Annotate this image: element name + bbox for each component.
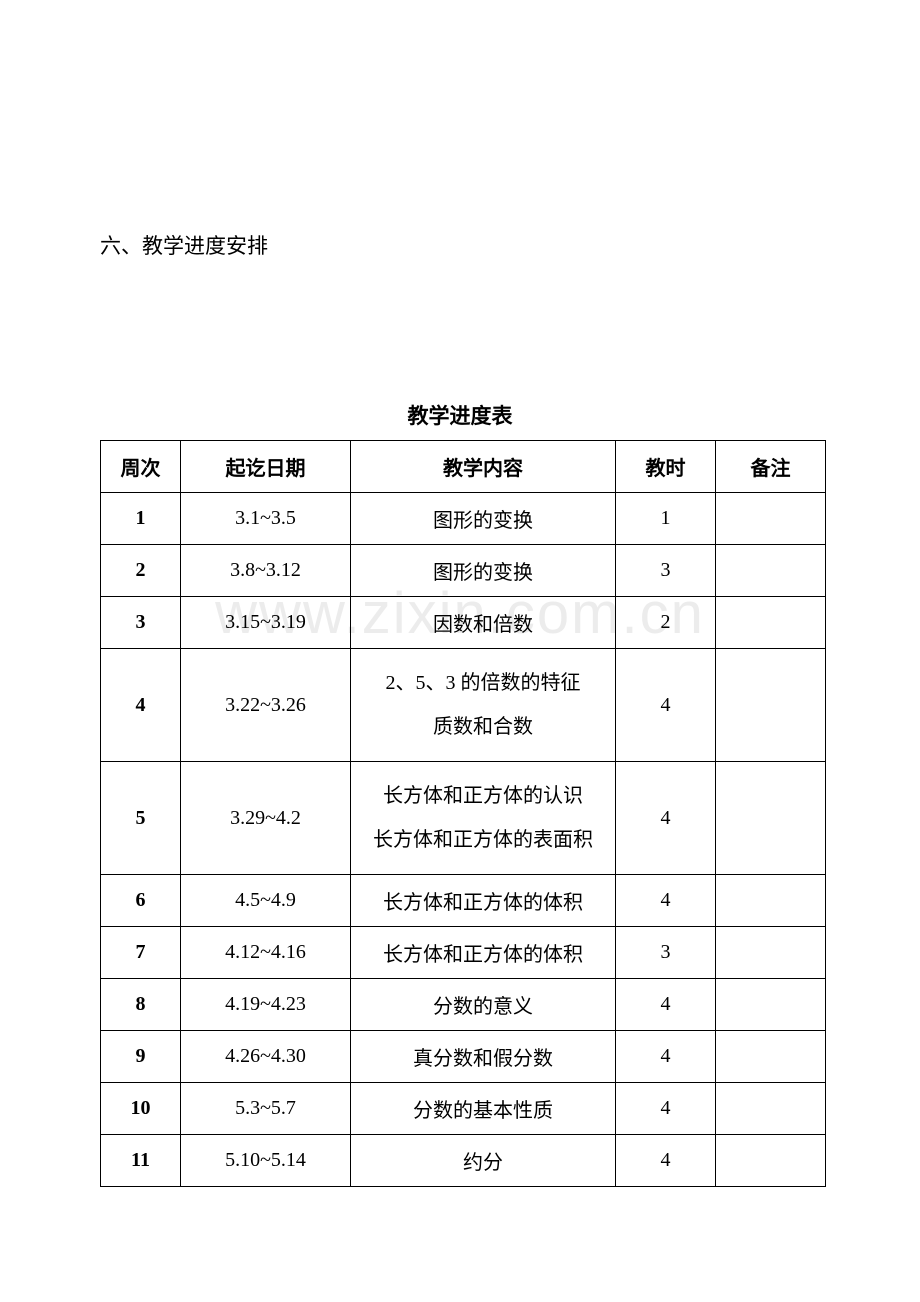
header-hours: 教时	[616, 441, 716, 493]
cell-date: 5.3~5.7	[181, 1083, 351, 1135]
cell-notes	[716, 1135, 826, 1187]
cell-date: 4.19~4.23	[181, 979, 351, 1031]
cell-content: 图形的变换	[351, 493, 616, 545]
cell-hours: 4	[616, 649, 716, 762]
cell-date: 3.29~4.2	[181, 762, 351, 875]
cell-date: 3.22~3.26	[181, 649, 351, 762]
section-heading: 六、教学进度安排	[100, 230, 820, 260]
table-row: 1 3.1~3.5 图形的变换 1	[101, 493, 826, 545]
cell-notes	[716, 493, 826, 545]
cell-week: 10	[101, 1083, 181, 1135]
table-body: 1 3.1~3.5 图形的变换 1 2 3.8~3.12 图形的变换 3 3 3…	[101, 493, 826, 1187]
header-notes: 备注	[716, 441, 826, 493]
cell-date: 3.8~3.12	[181, 545, 351, 597]
table-row: 2 3.8~3.12 图形的变换 3	[101, 545, 826, 597]
header-date: 起讫日期	[181, 441, 351, 493]
cell-notes	[716, 875, 826, 927]
cell-hours: 4	[616, 979, 716, 1031]
schedule-table: 周次 起讫日期 教学内容 教时 备注 1 3.1~3.5 图形的变换 1 2 3…	[100, 440, 826, 1187]
cell-hours: 4	[616, 1135, 716, 1187]
cell-date: 3.1~3.5	[181, 493, 351, 545]
cell-week: 11	[101, 1135, 181, 1187]
cell-content: 分数的意义	[351, 979, 616, 1031]
cell-week: 2	[101, 545, 181, 597]
cell-notes	[716, 927, 826, 979]
cell-notes	[716, 1031, 826, 1083]
cell-content: 2、5、3 的倍数的特征质数和合数	[351, 649, 616, 762]
cell-notes	[716, 545, 826, 597]
cell-content: 图形的变换	[351, 545, 616, 597]
cell-notes	[716, 979, 826, 1031]
cell-notes	[716, 597, 826, 649]
cell-date: 3.15~3.19	[181, 597, 351, 649]
cell-week: 1	[101, 493, 181, 545]
header-week: 周次	[101, 441, 181, 493]
header-content: 教学内容	[351, 441, 616, 493]
cell-content: 长方体和正方体的体积	[351, 875, 616, 927]
table-row: 3 3.15~3.19 因数和倍数 2	[101, 597, 826, 649]
cell-content: 真分数和假分数	[351, 1031, 616, 1083]
cell-week: 4	[101, 649, 181, 762]
cell-hours: 2	[616, 597, 716, 649]
page-content: 六、教学进度安排 教学进度表 周次 起讫日期 教学内容 教时 备注 1 3.1~…	[0, 0, 920, 1187]
table-row: 9 4.26~4.30 真分数和假分数 4	[101, 1031, 826, 1083]
cell-week: 9	[101, 1031, 181, 1083]
table-row: 11 5.10~5.14 约分 4	[101, 1135, 826, 1187]
table-row: 8 4.19~4.23 分数的意义 4	[101, 979, 826, 1031]
cell-hours: 3	[616, 545, 716, 597]
cell-week: 8	[101, 979, 181, 1031]
cell-date: 5.10~5.14	[181, 1135, 351, 1187]
table-header-row: 周次 起讫日期 教学内容 教时 备注	[101, 441, 826, 493]
cell-week: 3	[101, 597, 181, 649]
cell-notes	[716, 762, 826, 875]
cell-content: 长方体和正方体的认识长方体和正方体的表面积	[351, 762, 616, 875]
cell-date: 4.12~4.16	[181, 927, 351, 979]
cell-notes	[716, 1083, 826, 1135]
cell-content: 分数的基本性质	[351, 1083, 616, 1135]
cell-hours: 4	[616, 762, 716, 875]
cell-date: 4.26~4.30	[181, 1031, 351, 1083]
cell-hours: 4	[616, 875, 716, 927]
table-row: 5 3.29~4.2 长方体和正方体的认识长方体和正方体的表面积 4	[101, 762, 826, 875]
cell-week: 7	[101, 927, 181, 979]
table-row: 7 4.12~4.16 长方体和正方体的体积 3	[101, 927, 826, 979]
cell-notes	[716, 649, 826, 762]
cell-content: 长方体和正方体的体积	[351, 927, 616, 979]
cell-date: 4.5~4.9	[181, 875, 351, 927]
cell-hours: 1	[616, 493, 716, 545]
table-title: 教学进度表	[100, 400, 820, 430]
cell-content: 约分	[351, 1135, 616, 1187]
cell-week: 5	[101, 762, 181, 875]
table-row: 6 4.5~4.9 长方体和正方体的体积 4	[101, 875, 826, 927]
cell-content: 因数和倍数	[351, 597, 616, 649]
table-row: 10 5.3~5.7 分数的基本性质 4	[101, 1083, 826, 1135]
cell-hours: 4	[616, 1031, 716, 1083]
cell-week: 6	[101, 875, 181, 927]
cell-hours: 3	[616, 927, 716, 979]
cell-hours: 4	[616, 1083, 716, 1135]
table-row: 4 3.22~3.26 2、5、3 的倍数的特征质数和合数 4	[101, 649, 826, 762]
